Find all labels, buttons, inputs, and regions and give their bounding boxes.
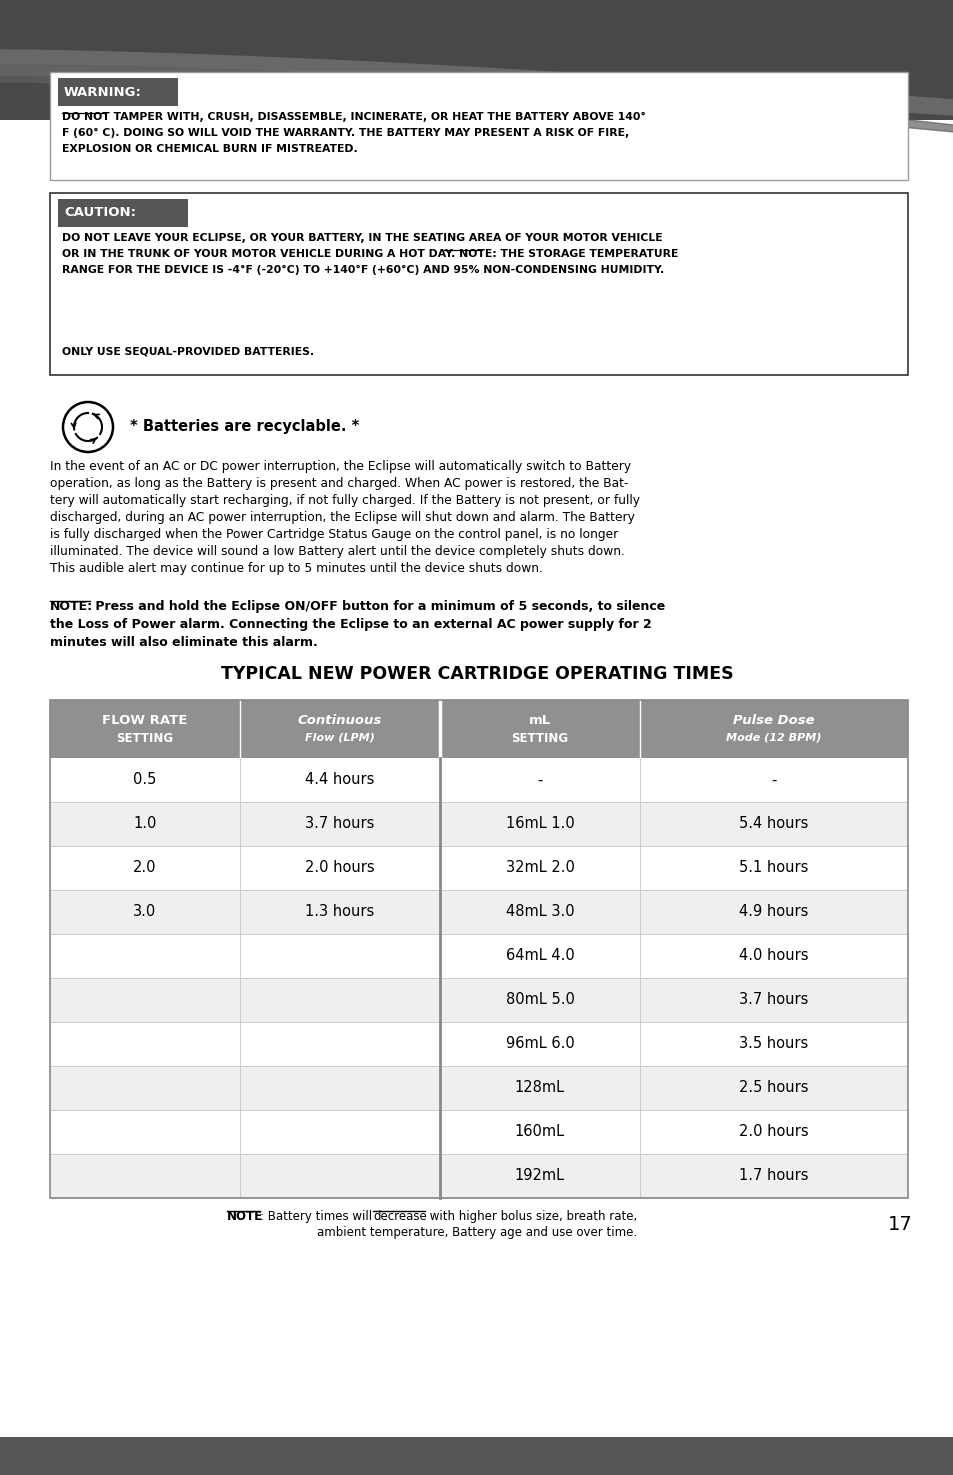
Bar: [50, 193, 907, 375]
Text: Flow (LPM): Flow (LPM): [305, 733, 375, 743]
Text: CAUTION:: CAUTION:: [64, 207, 136, 220]
Bar: [50, 701, 907, 1198]
Text: 5.1 hours: 5.1 hours: [739, 860, 808, 876]
Text: F (60° C). DOING SO WILL VOID THE WARRANTY. THE BATTERY MAY PRESENT A RISK OF FI: F (60° C). DOING SO WILL VOID THE WARRAN…: [62, 128, 629, 139]
Text: 48mL 3.0: 48mL 3.0: [505, 904, 574, 919]
Text: with higher bolus size, breath rate,: with higher bolus size, breath rate,: [426, 1210, 637, 1223]
Text: 16mL 1.0: 16mL 1.0: [505, 817, 574, 832]
Text: mL: mL: [528, 714, 551, 727]
Text: 1.3 hours: 1.3 hours: [305, 904, 375, 919]
Text: ambient temperature, Battery age and use over time.: ambient temperature, Battery age and use…: [316, 1226, 637, 1239]
Text: FLOW RATE: FLOW RATE: [102, 714, 188, 727]
Text: 3.5 hours: 3.5 hours: [739, 1037, 808, 1052]
Text: Pulse Dose: Pulse Dose: [733, 714, 814, 727]
Bar: [50, 934, 907, 978]
Text: Press and hold the Eclipse ON/OFF button for a minimum of 5 seconds, to silence: Press and hold the Eclipse ON/OFF button…: [91, 600, 664, 614]
Text: 1.7 hours: 1.7 hours: [739, 1168, 808, 1183]
Text: 0.5: 0.5: [133, 773, 156, 788]
Text: NOTE:: NOTE:: [50, 600, 93, 614]
Text: 2.0: 2.0: [133, 860, 156, 876]
Text: TYPICAL NEW POWER CARTRIDGE OPERATING TIMES: TYPICAL NEW POWER CARTRIDGE OPERATING TI…: [220, 665, 733, 683]
Text: illuminated. The device will sound a low Battery alert until the device complete: illuminated. The device will sound a low…: [50, 544, 624, 558]
Text: 160mL: 160mL: [515, 1124, 564, 1140]
Text: SETTING: SETTING: [116, 732, 173, 745]
Text: EXPLOSION OR CHEMICAL BURN IF MISTREATED.: EXPLOSION OR CHEMICAL BURN IF MISTREATED…: [62, 145, 357, 153]
Text: 2.5 hours: 2.5 hours: [739, 1081, 808, 1096]
Text: 2.0 hours: 2.0 hours: [739, 1124, 808, 1140]
Text: 3.0: 3.0: [133, 904, 156, 919]
Text: 4.9 hours: 4.9 hours: [739, 904, 808, 919]
Text: 32mL 2.0: 32mL 2.0: [505, 860, 574, 876]
Text: This audible alert may continue for up to 5 minutes until the device shuts down.: This audible alert may continue for up t…: [50, 562, 542, 575]
Text: 3.7 hours: 3.7 hours: [305, 817, 375, 832]
Text: the Loss of Power alarm. Connecting the Eclipse to an external AC power supply f: the Loss of Power alarm. Connecting the …: [50, 618, 651, 631]
Text: -: -: [771, 773, 776, 788]
Bar: [50, 701, 907, 758]
Text: 64mL 4.0: 64mL 4.0: [505, 948, 574, 963]
Text: -: -: [537, 773, 542, 788]
Text: 17: 17: [886, 1215, 911, 1235]
Text: 2.0 hours: 2.0 hours: [305, 860, 375, 876]
Text: Continuous: Continuous: [297, 714, 382, 727]
Text: RANGE FOR THE DEVICE IS -4°F (-20°C) TO +140°F (+60°C) AND 95% NON-CONDENSING HU: RANGE FOR THE DEVICE IS -4°F (-20°C) TO …: [62, 266, 663, 274]
Text: 4.0 hours: 4.0 hours: [739, 948, 808, 963]
Bar: [50, 72, 907, 180]
Text: discharged, during an AC power interruption, the Eclipse will shut down and alar: discharged, during an AC power interrupt…: [50, 510, 634, 524]
Text: 128mL: 128mL: [515, 1081, 564, 1096]
Text: 80mL 5.0: 80mL 5.0: [505, 993, 574, 1007]
Bar: [50, 847, 907, 889]
Text: 1.0: 1.0: [133, 817, 156, 832]
Bar: [50, 1066, 907, 1111]
Text: SETTING: SETTING: [511, 732, 568, 745]
Text: ONLY USE SEQUAL-PROVIDED BATTERIES.: ONLY USE SEQUAL-PROVIDED BATTERIES.: [62, 347, 314, 357]
Text: 96mL 6.0: 96mL 6.0: [505, 1037, 574, 1052]
Text: Mode (12 BPM): Mode (12 BPM): [725, 733, 821, 743]
Text: OR IN THE TRUNK OF YOUR MOTOR VEHICLE DURING A HOT DAY. NOTE: THE STORAGE TEMPER: OR IN THE TRUNK OF YOUR MOTOR VEHICLE DU…: [62, 249, 678, 260]
Bar: [50, 978, 907, 1022]
Bar: [0, 1437, 953, 1475]
Text: operation, as long as the Battery is present and charged. When AC power is resto: operation, as long as the Battery is pre…: [50, 476, 628, 490]
Text: is fully discharged when the Power Cartridge Status Gauge on the control panel, : is fully discharged when the Power Cartr…: [50, 528, 618, 541]
Bar: [58, 199, 188, 227]
Text: DO NOT TAMPER WITH, CRUSH, DISASSEMBLE, INCINERATE, OR HEAT THE BATTERY ABOVE 14: DO NOT TAMPER WITH, CRUSH, DISASSEMBLE, …: [62, 112, 645, 122]
Text: * Batteries are recyclable. *: * Batteries are recyclable. *: [130, 419, 359, 435]
Bar: [50, 889, 907, 934]
Bar: [0, 0, 953, 119]
Bar: [50, 1022, 907, 1066]
Bar: [50, 802, 907, 847]
Text: decrease: decrease: [373, 1210, 426, 1223]
Text: In the event of an AC or DC power interruption, the Eclipse will automatically s: In the event of an AC or DC power interr…: [50, 460, 631, 473]
Bar: [50, 758, 907, 802]
Text: DO NOT LEAVE YOUR ECLIPSE, OR YOUR BATTERY, IN THE SEATING AREA OF YOUR MOTOR VE: DO NOT LEAVE YOUR ECLIPSE, OR YOUR BATTE…: [62, 233, 662, 243]
Text: 3.7 hours: 3.7 hours: [739, 993, 808, 1007]
Text: 4.4 hours: 4.4 hours: [305, 773, 375, 788]
Text: 192mL: 192mL: [515, 1168, 564, 1183]
Bar: [50, 1111, 907, 1153]
Bar: [58, 78, 178, 106]
Text: 5.4 hours: 5.4 hours: [739, 817, 808, 832]
Text: WARNING:: WARNING:: [64, 86, 142, 99]
Text: NOTE: NOTE: [227, 1210, 263, 1223]
Text: tery will automatically start recharging, if not fully charged. If the Battery i: tery will automatically start recharging…: [50, 494, 639, 507]
Text: : Battery times will: : Battery times will: [260, 1210, 375, 1223]
Bar: [50, 1153, 907, 1198]
Text: minutes will also eliminate this alarm.: minutes will also eliminate this alarm.: [50, 636, 317, 649]
